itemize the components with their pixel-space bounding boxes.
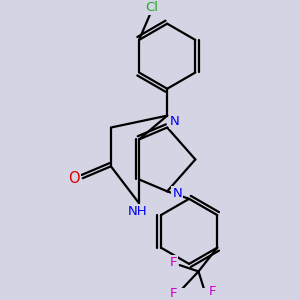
Text: Cl: Cl: [145, 1, 158, 14]
Text: N: N: [170, 115, 180, 128]
Text: N: N: [172, 187, 182, 200]
Text: F: F: [208, 285, 216, 298]
Text: NH: NH: [128, 206, 147, 218]
Text: O: O: [68, 171, 80, 186]
Text: F: F: [170, 256, 177, 269]
Text: F: F: [170, 287, 177, 300]
